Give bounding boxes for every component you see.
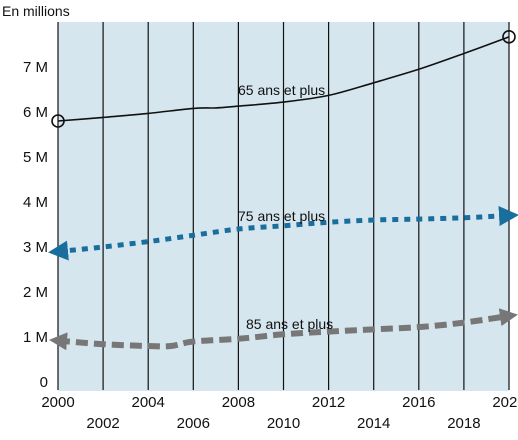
series-label-75-plus: 75 ans et plus [238,208,325,224]
x-tick-label: 2018 [447,415,480,432]
x-axis: 2000 2002 2004 2006 2008 2010 2012 2014 2016 2018… [41,394,518,432]
x-tick-label: 2020 [492,394,518,411]
series-85-plus: 85 ans et plus [49,308,518,351]
y-tick-label: 2 M [23,284,48,301]
y-tick-label: 3 M [23,239,48,256]
series-65-plus: 65 ans et plus [51,30,516,128]
y-tick-label: 6 M [23,104,48,121]
series-line-75-plus [48,206,518,261]
y-tick-label: 7 M [23,59,48,76]
series-line-65-plus [57,36,510,122]
y-tick-label: 5 M [23,149,48,166]
x-tick-label: 2008 [222,394,255,411]
y-tick-label: 4 M [23,194,48,211]
series-label-85-plus: 85 ans et plus [246,316,333,332]
x-tick-label: 2012 [312,394,345,411]
series-65-start-marker [51,114,65,128]
series-label-65-plus: 65 ans et plus [238,82,325,98]
x-tick-label: 2006 [177,415,210,432]
x-tick-label: 2002 [86,415,119,432]
x-tick-label: 2004 [132,394,165,411]
x-tick-label: 2016 [402,394,435,411]
y-tick-label: 0 [40,374,48,391]
y-tick-label: 1 M [23,329,48,346]
y-axis: 0 1 M 2 M 3 M 4 M 5 M 6 M 7 M [23,59,48,391]
x-tick-label: 2000 [41,394,74,411]
unit-label: En millions [2,3,70,19]
series-line-85-plus [49,308,518,351]
x-tick-label: 2014 [357,415,390,432]
x-tick-label: 2010 [267,415,300,432]
series-65-end-marker [502,30,516,44]
series-75-plus: 75 ans et plus [48,206,518,261]
